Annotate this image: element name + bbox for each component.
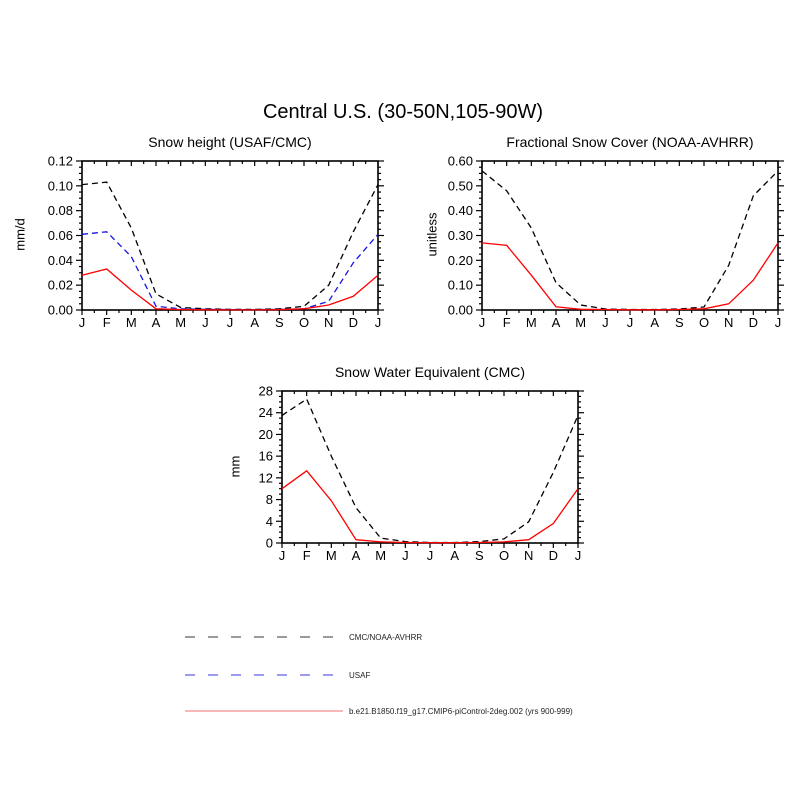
svg-text:0.08: 0.08 [48,203,73,218]
svg-text:J: J [427,548,434,563]
svg-text:S: S [475,548,484,563]
svg-text:J: J [279,548,286,563]
svg-text:4: 4 [266,514,273,529]
page-title: Central U.S. (30-50N,105-90W) [262,101,544,123]
svg-text:28: 28 [259,384,273,399]
svg-text:O: O [299,315,309,330]
svg-text:M: M [575,315,586,330]
svg-text:D: D [749,315,758,330]
svg-text:J: J [575,548,582,563]
svg-text:J: J [402,548,409,563]
svg-text:J: J [479,315,486,330]
legend-line-usaf [185,674,343,676]
svg-text:J: J [375,315,382,330]
svg-text:20: 20 [259,427,273,442]
svg-text:M: M [526,315,537,330]
svg-text:0.00: 0.00 [48,303,73,318]
svg-text:A: A [552,315,561,330]
svg-text:N: N [724,315,733,330]
svg-text:J: J [202,315,209,330]
svg-text:F: F [303,548,311,563]
svg-text:J: J [627,315,634,330]
chart-fractional-snow-cover: 0.000.100.200.300.400.500.60J F M A M J J A S O N D… [448,154,784,330]
legend-entry-model-run: b.e21.B1850.f19_g17.CMIP6-piControl-2deg… [185,703,573,719]
chart-title-snow-height: Snow height (USAF/CMC) [148,134,312,150]
series-line-2-1 [281,469,579,544]
svg-text:0.02: 0.02 [48,278,73,293]
plot-frame [481,160,779,311]
svg-text:12: 12 [259,470,273,485]
svg-text:M: M [375,548,386,563]
svg-text:0.06: 0.06 [48,228,73,243]
svg-text:0.30: 0.30 [448,228,473,243]
chart-panel-fractional-snow-cover: Fractional Snow Cover (NOAA-AVHRR) unitl… [420,133,800,351]
svg-text:0.40: 0.40 [448,203,473,218]
svg-text:M: M [126,315,137,330]
axis-ticks [276,390,584,548]
legend-label-cmc-noaa-avhrr: CMC/NOAA-AVHRR [349,632,423,642]
legend-label-usaf: USAF [349,670,371,680]
chart-snow-height: 0.000.020.040.060.080.100.12J F M A M J J A S O N D… [48,154,384,330]
svg-text:J: J [79,315,86,330]
y-tick-labels: 0.00 0.10 0.20 0.30 0.40 0.50 0.60 [448,154,473,318]
legend-line-model-run [185,710,343,712]
svg-text:0.04: 0.04 [48,253,73,268]
axis-ticks [76,160,384,315]
svg-text:D: D [349,315,358,330]
svg-text:24: 24 [259,405,273,420]
series-line-1-1 [481,242,779,311]
svg-text:J: J [602,315,609,330]
series-line-1-0 [481,170,779,311]
svg-text:O: O [499,548,509,563]
svg-text:A: A [450,548,459,563]
svg-text:A: A [352,548,361,563]
chart-panel-snow-height: Snow height (USAF/CMC) mm/d 0.00 0.02 0.04… [0,133,400,351]
svg-text:M: M [175,315,186,330]
svg-text:8: 8 [266,492,273,507]
series-line-0-0 [81,181,379,311]
svg-text:D: D [549,548,558,563]
svg-text:S: S [275,315,284,330]
y-tick-labels: 0.00 0.02 0.04 0.06 0.08 0.10 0.12 [48,154,73,318]
svg-text:A: A [152,315,161,330]
svg-text:0.20: 0.20 [448,253,473,268]
svg-text:0.10: 0.10 [48,178,73,193]
chart-title-fractional-snow-cover: Fractional Snow Cover (NOAA-AVHRR) [506,134,754,150]
svg-text:N: N [524,548,533,563]
svg-text:F: F [503,315,511,330]
svg-text:J: J [227,315,234,330]
y-tick-labels: 0 4 8 12 16 20 24 28 [259,384,273,551]
svg-text:M: M [326,548,337,563]
svg-text:16: 16 [259,449,273,464]
svg-text:0.50: 0.50 [448,178,473,193]
svg-text:0.12: 0.12 [48,154,73,169]
chart-panel-snow-water-equivalent: Snow Water Equivalent (CMC) mm 0 4 8 12 16 20… [215,363,595,585]
svg-text:O: O [699,315,709,330]
svg-text:J: J [775,315,782,330]
legend-entry-cmc-noaa-avhrr: CMC/NOAA-AVHRR [185,629,422,645]
legend-line-cmc-noaa-avhrr [185,636,343,638]
svg-text:0.10: 0.10 [448,278,473,293]
svg-text:S: S [675,315,684,330]
svg-text:A: A [650,315,659,330]
series-line-0-1 [81,231,379,311]
legend-entry-usaf: USAF [185,667,370,683]
plot-frame [281,390,579,544]
svg-text:0.00: 0.00 [448,303,473,318]
series-line-0-2 [81,268,379,311]
svg-text:0.60: 0.60 [448,154,473,169]
svg-text:N: N [324,315,333,330]
svg-text:A: A [250,315,259,330]
svg-text:0: 0 [266,536,273,551]
axis-ticks [476,160,784,315]
series-line-2-0 [281,398,579,544]
chart-title-snow-water-equivalent: Snow Water Equivalent (CMC) [334,364,526,380]
svg-text:F: F [103,315,111,330]
legend-label-model-run: b.e21.B1850.f19_g17.CMIP6-piControl-2deg… [349,706,573,716]
plot-frame [81,160,379,311]
